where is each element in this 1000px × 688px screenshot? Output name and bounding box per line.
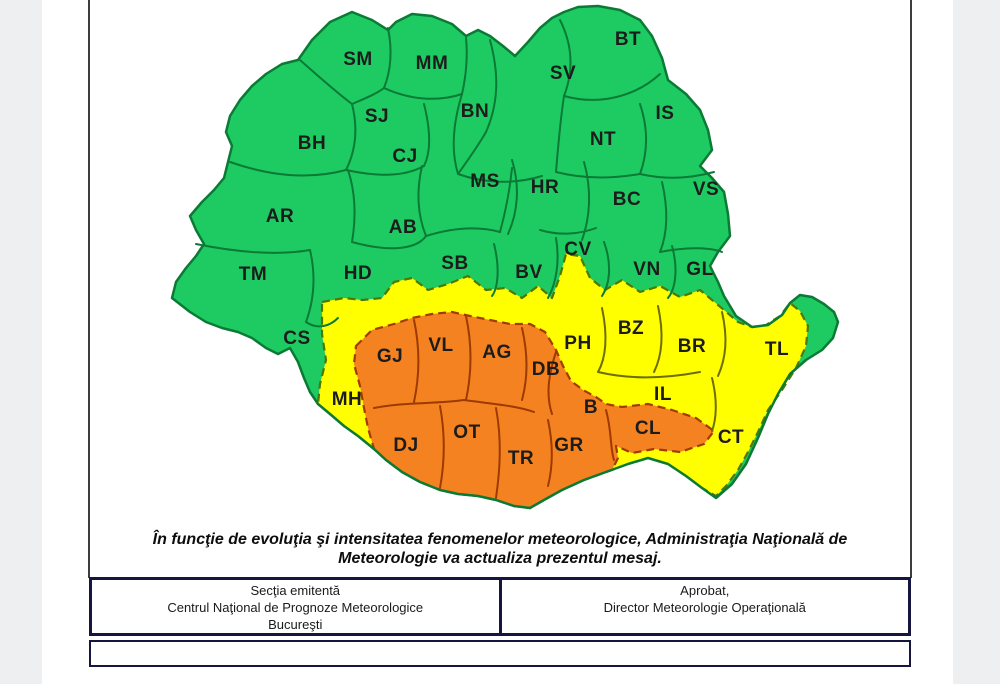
county-label-ph: PH: [564, 333, 591, 354]
left-margin-strip: [0, 0, 42, 684]
county-label-hr: HR: [531, 177, 559, 198]
romania-warning-map: SM MM BT SV SJ BN IS BH CJ NT MS HR BC VS AR AB SB CV TM HD…: [170, 4, 840, 510]
county-label-sj: SJ: [365, 106, 389, 127]
county-label-hd: HD: [344, 263, 372, 284]
county-label-vn: VN: [633, 259, 660, 280]
signature-table: Secţia emitentă Centrul Naţional de Prog…: [89, 577, 911, 636]
county-label-gj: GJ: [377, 346, 403, 367]
county-label-dj: DJ: [393, 435, 418, 456]
page-border-line-left: [88, 0, 90, 578]
county-label-cl: CL: [635, 418, 661, 439]
issuing-center-name: Centrul Naţional de Prognoze Meteorologi…: [167, 600, 424, 615]
update-notice-line2: Meteorologie va actualiza prezentul mesa…: [338, 550, 662, 567]
county-label-gr: GR: [554, 435, 584, 456]
county-label-bt: BT: [615, 29, 641, 50]
county-label-ag: AG: [482, 342, 512, 363]
county-label-bz: BZ: [618, 318, 644, 339]
issuing-section-cell: Secţia emitentă Centrul Naţional de Prog…: [92, 580, 499, 633]
county-label-db: DB: [532, 359, 560, 380]
county-label-cv: CV: [564, 239, 591, 260]
county-label-sb: SB: [441, 253, 468, 274]
county-label-ot: OT: [453, 422, 480, 443]
county-label-ms: MS: [470, 171, 500, 192]
county-borders-orange: [373, 315, 615, 499]
county-label-il: IL: [654, 384, 672, 405]
county-label-ab: AB: [389, 217, 417, 238]
approval-cell: Aprobat, Director Meteorologie Operaţion…: [498, 580, 909, 633]
county-label-gl: GL: [686, 259, 713, 280]
county-label-tm: TM: [239, 264, 267, 285]
county-label-nt: NT: [590, 129, 616, 150]
empty-signature-row: [89, 640, 911, 667]
county-label-tr: TR: [508, 448, 534, 469]
issuing-city: Bucureşti: [268, 617, 323, 632]
county-label-mm: MM: [416, 53, 449, 74]
update-notice-line1: În funcţie de evoluţia şi intensitatea f…: [152, 531, 848, 548]
issuing-section-label: Secţia emitentă: [250, 583, 341, 598]
county-label-sv: SV: [550, 63, 576, 84]
county-label-ar: AR: [266, 206, 294, 227]
county-label-br: BR: [678, 336, 706, 357]
county-label-vl: VL: [428, 335, 453, 356]
county-label-b: B: [584, 397, 598, 418]
approval-label: Aprobat,: [680, 583, 730, 598]
county-label-cs: CS: [283, 328, 310, 349]
update-notice: În funcţie de evoluţia şi intensitatea f…: [92, 530, 908, 568]
county-label-cj: CJ: [392, 146, 417, 167]
county-label-bc: BC: [613, 189, 641, 210]
country-outline: [170, 4, 840, 510]
county-label-sm: SM: [343, 49, 373, 70]
county-borders-green: [195, 19, 723, 328]
county-label-vs: VS: [693, 179, 719, 200]
county-label-tl: TL: [765, 339, 789, 360]
county-borders-yellow: [597, 305, 727, 432]
approver-title: Director Meteorologie Operaţională: [603, 600, 806, 615]
county-label-is: IS: [656, 103, 675, 124]
page-border-line-right: [910, 0, 912, 578]
county-labels: SM MM BT SV SJ BN IS BH CJ NT MS HR BC VS AR AB SB CV TM HD…: [239, 29, 789, 469]
county-label-bn: BN: [461, 101, 489, 122]
county-label-bh: BH: [298, 133, 326, 154]
right-margin-strip: [953, 0, 1000, 684]
county-label-ct: CT: [718, 427, 744, 448]
county-label-bv: BV: [515, 262, 542, 283]
county-label-mh: MH: [332, 389, 363, 410]
